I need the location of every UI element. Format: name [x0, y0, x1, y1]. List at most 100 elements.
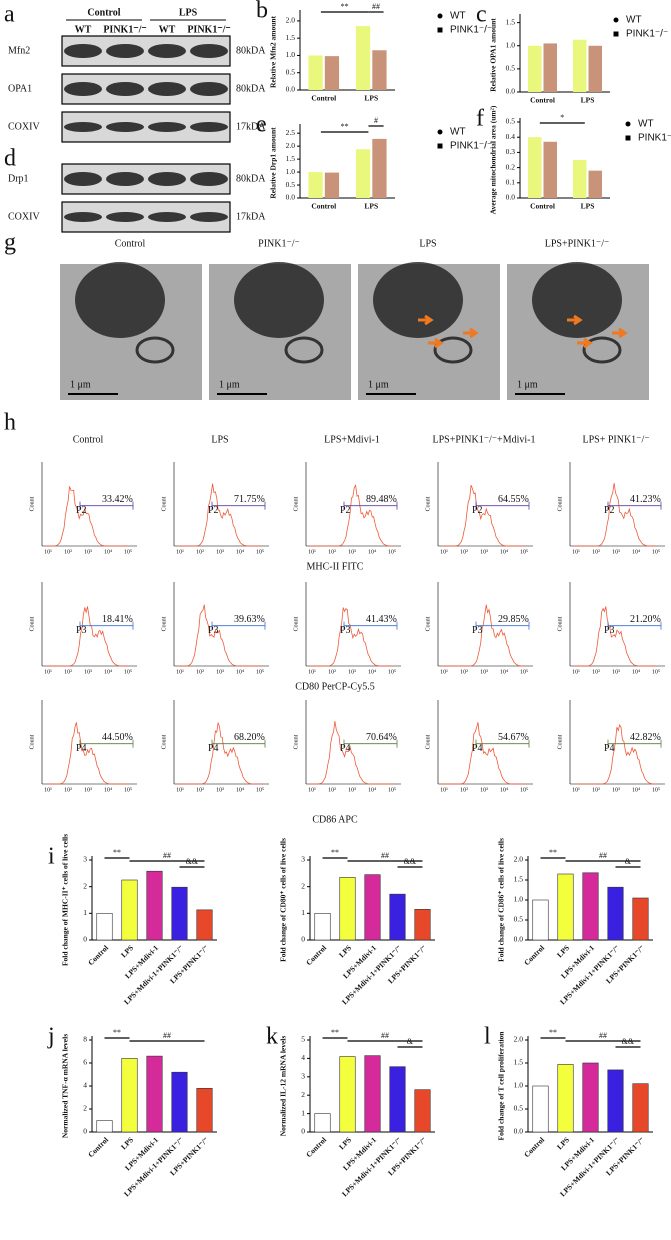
bar	[527, 137, 542, 198]
flow-xtick: 10⁴	[632, 669, 640, 675]
panel-label: i	[48, 844, 55, 870]
flow-xtick: 10⁵	[124, 787, 132, 793]
significance-label: *	[560, 113, 564, 122]
flow-histogram	[310, 484, 394, 547]
flow-xtick: 10¹	[572, 549, 580, 555]
blot-band	[148, 122, 186, 132]
significance-label: ##	[599, 1031, 607, 1040]
y-tick-label: 1.5	[286, 154, 296, 163]
flow-xtick: 10²	[592, 549, 600, 555]
bar	[532, 1085, 549, 1133]
y-tick-label: 2.5	[286, 128, 296, 137]
y-tick-label: 3	[83, 855, 87, 864]
gate-percentage: 64.55%	[498, 494, 529, 505]
bar	[607, 886, 624, 941]
blot-band	[106, 212, 144, 222]
flow-xtick: 10¹	[176, 669, 184, 675]
em-arrow	[577, 337, 593, 349]
group-label: LPS	[179, 7, 198, 18]
flow-xtick: 10⁵	[124, 669, 132, 675]
x-tick-label: Control	[304, 943, 328, 967]
flow-xtick: 10³	[612, 549, 620, 555]
gate-label: P2	[340, 505, 351, 516]
bar	[314, 1113, 331, 1133]
legend-marker	[437, 13, 443, 19]
em-title: LPS+PINK1⁻/⁻	[545, 238, 610, 249]
gate-label: P2	[472, 505, 483, 516]
flow-xtick: 10¹	[308, 787, 316, 793]
bar	[308, 172, 323, 198]
y-tick-label: 2	[83, 1104, 87, 1113]
em-nucleus	[532, 262, 622, 338]
flow-ylabel: Count	[293, 616, 299, 631]
flow-title: LPS+Mdivi-1	[324, 434, 380, 445]
significance-label: ##	[163, 1031, 171, 1040]
y-tick-label: 1.0	[514, 1081, 524, 1090]
x-tick-label: LPS	[364, 94, 378, 103]
bar	[607, 1069, 624, 1133]
flow-title: LPS+ PINK1⁻/⁻	[582, 434, 649, 445]
y-tick-label: 0.5	[506, 64, 516, 73]
legend-label: WT	[450, 11, 466, 22]
gate-label: P2	[76, 505, 87, 516]
gate-label: P3	[340, 625, 351, 636]
flow-xtick: 10³	[480, 669, 488, 675]
legend-label: WT	[450, 127, 466, 138]
em-title: PINK1⁻/⁻	[258, 238, 300, 249]
y-tick-label: 0.0	[286, 193, 296, 202]
group-label: Control	[87, 7, 120, 18]
y-tick-label: 2.0	[286, 16, 296, 25]
flow-ylabel: Count	[29, 734, 35, 749]
y-tick-label: 0.1	[506, 178, 516, 187]
x-tick-label: Control	[530, 96, 555, 105]
legend-marker	[613, 17, 619, 23]
y-tick-label: 5	[301, 1035, 305, 1044]
significance-label: ##	[381, 1031, 389, 1040]
lane-label: PINK1⁻/⁻	[103, 24, 146, 35]
significance-label: **	[341, 2, 349, 11]
significance-label: ##	[381, 851, 389, 860]
panel-label: f	[476, 106, 484, 132]
y-tick-label: 3	[301, 1072, 305, 1081]
bar	[582, 872, 599, 941]
bar	[582, 1062, 599, 1133]
flow-xtick: 10²	[328, 787, 336, 793]
x-tick-label: LPS	[337, 1135, 353, 1151]
scale-bar-label: 1 μm	[517, 379, 538, 390]
gate-label: P4	[604, 743, 615, 754]
flow-ylabel: Count	[557, 734, 563, 749]
blot-band	[106, 44, 144, 58]
flow-xtick: 10⁵	[520, 787, 528, 793]
flow-xtick: 10⁵	[388, 787, 396, 793]
significance-label: **	[549, 1028, 557, 1037]
gate-label: P3	[472, 625, 483, 636]
flow-xtick: 10⁴	[236, 787, 244, 793]
significance-label: &	[625, 857, 632, 866]
flow-xtick: 10⁵	[520, 549, 528, 555]
flow-xtick: 10⁴	[368, 549, 376, 555]
flow-xtick: 10²	[196, 787, 204, 793]
bar	[588, 45, 603, 92]
bar	[121, 879, 138, 941]
bar	[364, 874, 381, 941]
lane-label: PINK1⁻/⁻	[187, 24, 230, 35]
flow-histogram	[46, 606, 130, 667]
panel-label: c	[476, 2, 487, 28]
bar	[355, 26, 371, 90]
y-tick-label: 0	[83, 935, 87, 944]
em-mitochondrion	[284, 336, 324, 364]
flow-xtick: 10¹	[572, 787, 580, 793]
gate-percentage: 70.64%	[366, 732, 397, 743]
flow-ylabel: Count	[557, 496, 563, 511]
blot-band	[106, 172, 144, 186]
bar	[557, 1064, 574, 1133]
flow-xtick: 10⁴	[236, 549, 244, 555]
y-tick-label: 1.0	[514, 895, 524, 904]
gate-label: P4	[76, 743, 87, 754]
protein-label: OPA1	[8, 83, 32, 94]
flow-xtick: 10³	[84, 669, 92, 675]
bar	[196, 1088, 213, 1133]
x-tick-label: Control	[311, 202, 336, 211]
y-tick-label: 1.0	[286, 167, 296, 176]
flow-xtick: 10³	[84, 787, 92, 793]
